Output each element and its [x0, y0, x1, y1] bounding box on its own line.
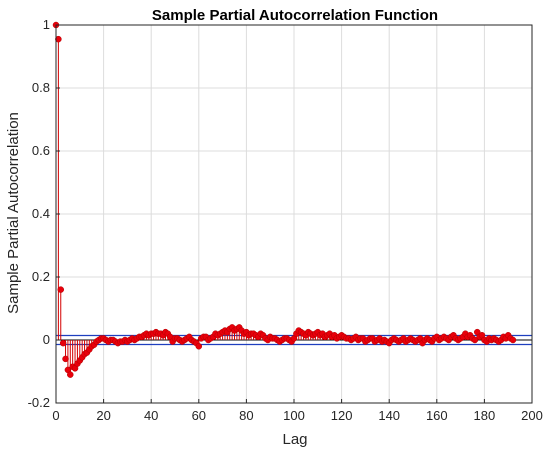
pacf-point	[471, 336, 479, 344]
x-tick-label: 120	[331, 408, 353, 423]
pacf-point	[55, 35, 62, 43]
y-tick-label: 0.2	[32, 269, 50, 284]
y-tick-label: 0.8	[32, 80, 50, 95]
x-tick-label: 160	[426, 408, 448, 423]
y-tick-label: 1	[43, 17, 50, 32]
pacf-point	[67, 371, 74, 378]
y-tick-label: 0.6	[32, 143, 50, 158]
x-axis-label: Lag	[282, 431, 307, 448]
pacf-point	[509, 336, 517, 344]
x-tick-label: 100	[283, 408, 305, 423]
pacf-markers	[52, 21, 517, 378]
pacf-point	[62, 355, 69, 363]
y-tick-label: -0.2	[28, 395, 50, 410]
x-tick-label: 20	[96, 408, 110, 423]
x-tick-label: 40	[144, 408, 158, 423]
x-tick-label: 60	[192, 408, 206, 423]
x-tick-label: 180	[474, 408, 496, 423]
x-tick-label: 200	[521, 408, 543, 423]
x-tick-label: 0	[52, 408, 59, 423]
chart-title: Sample Partial Autocorrelation Function	[152, 7, 438, 24]
pacf-point	[59, 339, 67, 347]
y-axis-ticks: -0.2 0 0.2 0.4 0.6 0.8 1	[28, 17, 60, 410]
x-axis-ticks: 0 20 40 60 80 100 120 140 160 180 200	[52, 399, 543, 423]
y-tick-label: 0.4	[32, 206, 50, 221]
pacf-point	[57, 286, 65, 293]
y-tick-label: 0	[43, 332, 50, 347]
x-tick-label: 140	[378, 408, 400, 423]
y-axis-label: Sample Partial Autocorrelation	[5, 112, 22, 314]
x-tick-label: 80	[239, 408, 253, 423]
pacf-point	[195, 343, 203, 350]
